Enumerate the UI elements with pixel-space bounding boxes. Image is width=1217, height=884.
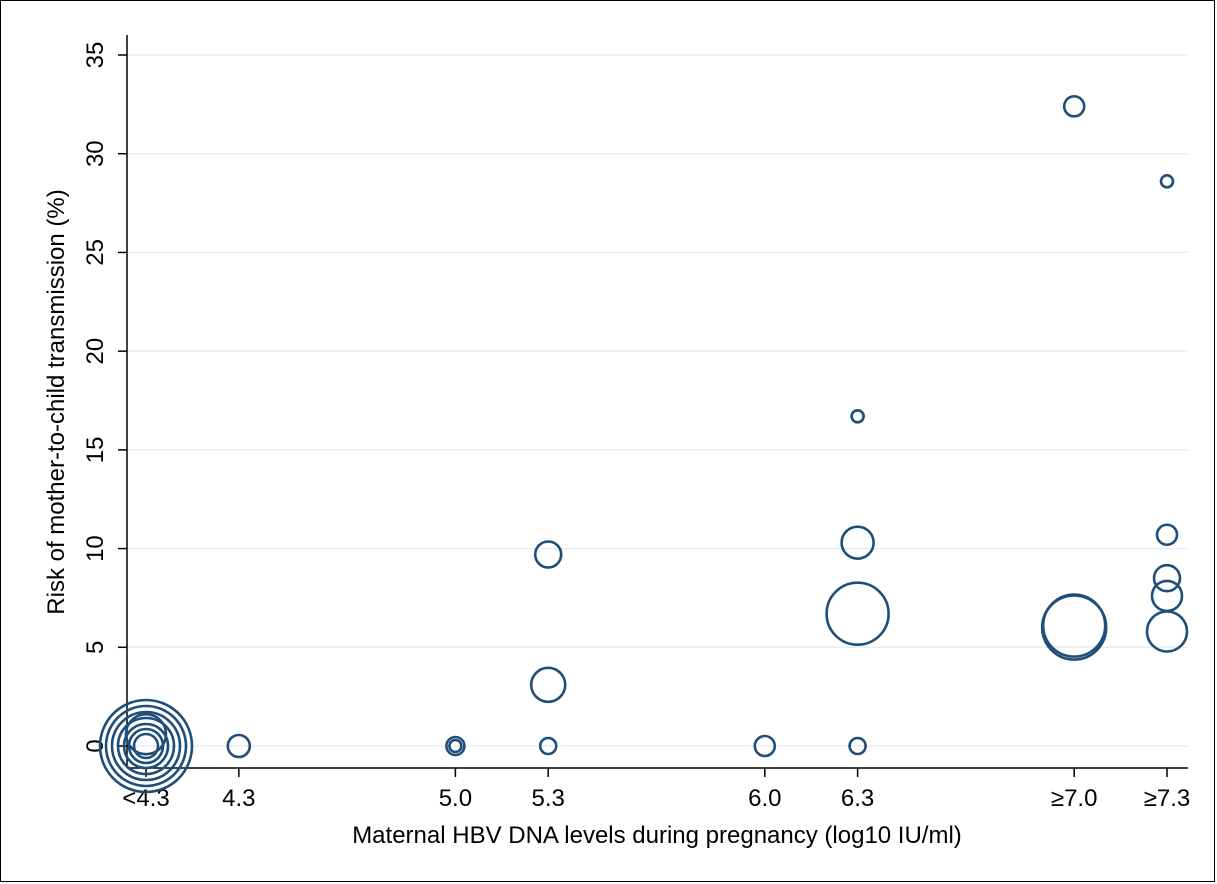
data-point (533, 540, 563, 569)
x-tick-label: ≥7.0 (1051, 785, 1098, 812)
y-tick-label: 25 (82, 239, 109, 266)
data-point (124, 712, 168, 756)
y-tick-label: 0 (82, 739, 109, 752)
y-tick-label: 20 (82, 338, 109, 365)
y-tick-label: 15 (82, 437, 109, 464)
data-point (825, 581, 890, 647)
x-tick-label: 6.3 (841, 785, 874, 812)
x-tick-label: 6.0 (748, 785, 781, 812)
y-axis-ticks: 0 5 10 15 20 25 30 35 (82, 42, 127, 753)
x-tick-label: 4.3 (222, 785, 255, 812)
data-point (753, 734, 777, 758)
data-point (98, 698, 194, 794)
data-point (1062, 95, 1086, 118)
x-tick-label: 5.3 (532, 785, 565, 812)
data-point (110, 710, 182, 782)
y-tick-label: 30 (82, 140, 109, 167)
data-point (1150, 579, 1184, 613)
data-point (850, 408, 865, 424)
y-tick-label: 5 (82, 641, 109, 654)
data-point (529, 666, 567, 704)
x-axis-title: Maternal HBV DNA levels during pregnancy… (352, 822, 962, 849)
gridlines (127, 54, 1188, 747)
data-point (445, 735, 466, 757)
data-point (104, 704, 188, 788)
data-point (1145, 610, 1189, 653)
y-axis-title: Risk of mother-to-child transmission (%) (43, 189, 70, 614)
data-point (538, 736, 558, 756)
data-point (1152, 563, 1182, 593)
x-tick-label: 5.0 (439, 785, 472, 812)
data-point (1155, 523, 1179, 547)
x-tick-label: ≥7.3 (1144, 785, 1191, 812)
x-axis-ticks: <4.3 4.3 5.0 5.3 6.0 6.3 ≥7.0 ≥7.3 (122, 768, 1190, 812)
data-point (840, 525, 875, 560)
data-point (448, 738, 463, 754)
data-point (1041, 593, 1107, 658)
data-point (122, 722, 170, 770)
data-point (848, 736, 867, 756)
data-points (98, 95, 1189, 794)
data-point (226, 733, 252, 759)
y-tick-label: 35 (82, 42, 109, 69)
data-point (116, 716, 176, 776)
y-tick-label: 10 (82, 535, 109, 562)
data-point (1159, 174, 1175, 189)
data-point (132, 732, 160, 760)
